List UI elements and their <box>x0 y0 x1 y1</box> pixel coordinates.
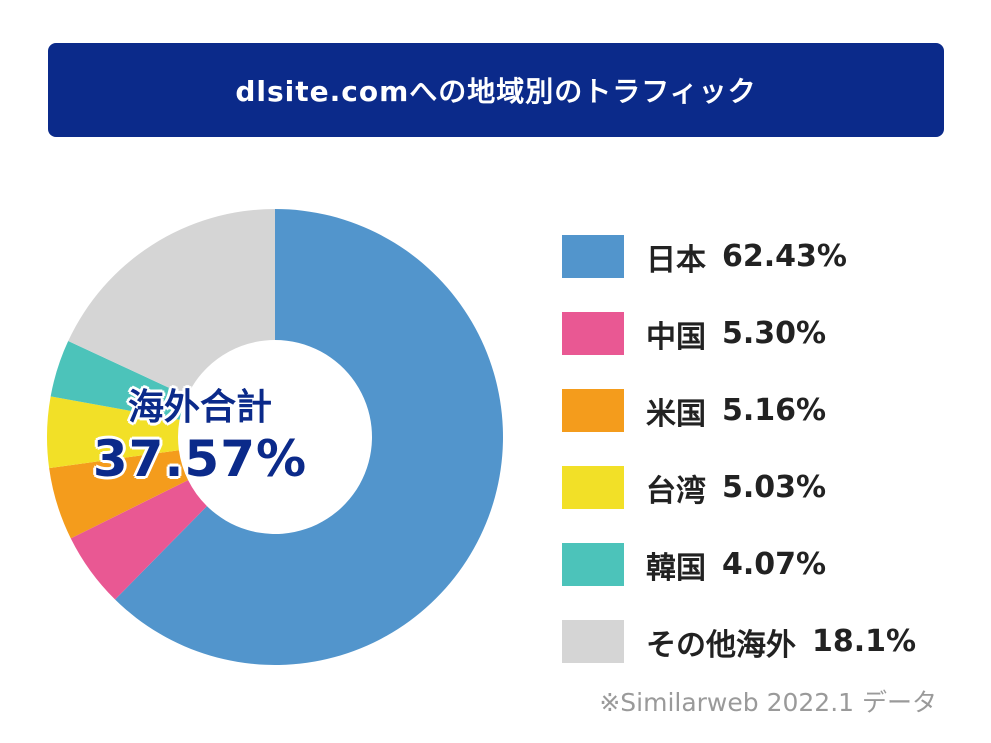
donut-slice-3 <box>47 396 180 469</box>
legend-item: 韓国 4.07% <box>562 526 962 603</box>
donut-slice-5 <box>68 209 275 397</box>
title-bar: dlsite.comへの地域別のトラフィック <box>48 43 944 137</box>
legend-item: 日本 62.43% <box>562 218 962 295</box>
legend-label: 日本 <box>646 242 706 278</box>
legend-label: 中国 <box>646 319 706 355</box>
legend-label: 米国 <box>646 396 706 432</box>
legend-item: 米国 5.16% <box>562 372 962 449</box>
legend-label: 台湾 <box>646 473 706 509</box>
legend-value: 5.30% <box>722 316 827 351</box>
overseas-total-value: 37.57% <box>92 430 308 488</box>
source-note: ※Similarweb 2022.1 データ <box>599 688 937 717</box>
donut-slice-1 <box>70 480 207 600</box>
legend-item: 中国 5.30% <box>562 295 962 372</box>
legend-value: 5.16% <box>722 393 827 428</box>
donut-slice-2 <box>49 450 189 539</box>
legend-label: その他海外 <box>646 627 796 663</box>
legend-value: 62.43% <box>722 239 847 274</box>
legend-swatch <box>562 543 624 586</box>
legend-swatch <box>562 235 624 278</box>
legend-label: 韓国 <box>646 550 706 586</box>
legend-item: その他海外 18.1% <box>562 603 962 680</box>
legend-swatch <box>562 312 624 355</box>
legend-item: 台湾 5.03% <box>562 449 962 526</box>
legend-value: 18.1% <box>812 624 917 659</box>
legend-swatch <box>562 389 624 432</box>
legend-value: 5.03% <box>722 470 827 505</box>
legend-swatch <box>562 466 624 509</box>
donut-slice-4 <box>50 341 188 420</box>
legend-value: 4.07% <box>722 547 827 582</box>
overseas-total-label: 海外合計 <box>127 387 272 428</box>
donut-slice-0 <box>115 209 503 665</box>
legend: 日本 62.43% 中国 5.30% 米国 5.16% 台湾 5.03% 韓国 4.07% その他海… <box>562 218 962 680</box>
legend-swatch <box>562 620 624 663</box>
chart-title: dlsite.comへの地域別のトラフィック <box>235 75 757 108</box>
